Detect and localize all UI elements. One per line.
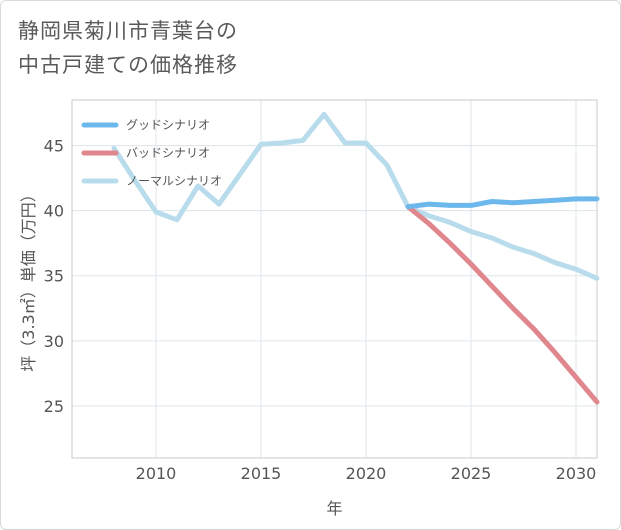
- legend-label-3: ノーマルシナリオ: [126, 174, 222, 188]
- series-lines: [111, 111, 600, 405]
- series-line-3: [111, 111, 600, 281]
- y-tick-label: 45: [44, 137, 64, 156]
- y-tick-label: 25: [44, 397, 64, 416]
- grid-lines: [72, 100, 597, 458]
- chart-title-line-1: 静岡県菊川市青葉台の: [18, 19, 238, 43]
- x-tick-label: 2010: [136, 464, 177, 483]
- y-axis-ticks: 25 30 35 40 45: [44, 137, 64, 416]
- series-line-1: [405, 196, 600, 210]
- x-axis-label: 年: [326, 499, 342, 518]
- x-tick-label: 2015: [241, 464, 282, 483]
- y-axis-label: 坪（3.3㎡）単価（万円）: [19, 186, 38, 371]
- y-tick-label: 40: [44, 202, 64, 221]
- chart-title-line-2: 中古戸建ての価格推移: [18, 53, 238, 77]
- x-tick-label: 2025: [451, 464, 492, 483]
- legend-label-1: グッドシナリオ: [126, 118, 210, 132]
- chart-title: 静岡県菊川市青葉台の 中古戸建ての価格推移: [18, 14, 578, 82]
- y-tick-label: 35: [44, 267, 64, 286]
- y-tick-label: 30: [44, 332, 64, 351]
- x-tick-label: 2020: [346, 464, 387, 483]
- x-tick-label: 2030: [556, 464, 597, 483]
- series-line-2: [405, 204, 600, 405]
- x-axis-ticks: 2010 2015 2020 2025 2030: [136, 464, 597, 483]
- legend-label-2: バッドシナリオ: [126, 146, 210, 160]
